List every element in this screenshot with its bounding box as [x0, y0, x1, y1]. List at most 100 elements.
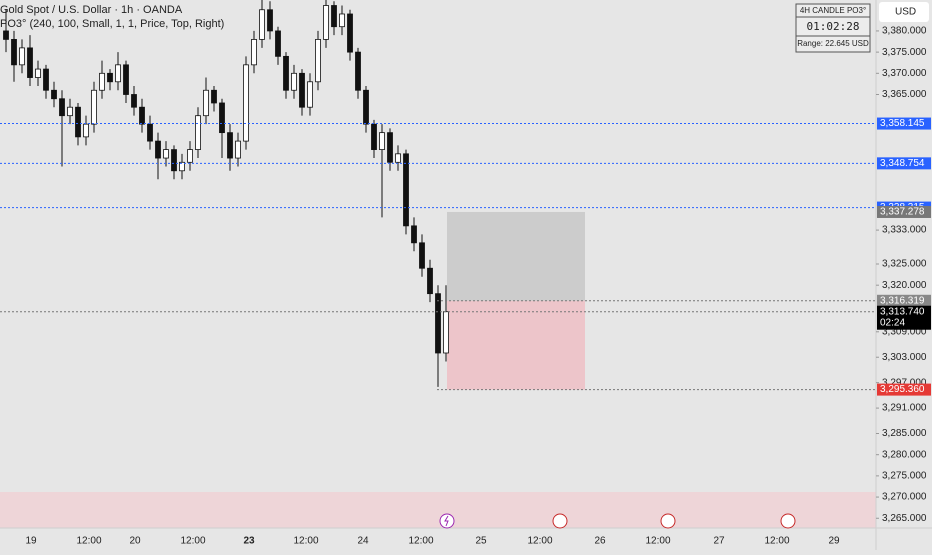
event-band — [0, 492, 876, 528]
candle-body — [371, 123, 377, 150]
candle-body — [51, 89, 57, 100]
candle-body — [195, 115, 201, 150]
price-label-bg — [877, 383, 931, 396]
y-tick-label: 3,265.000 — [882, 513, 927, 524]
candle-body — [3, 30, 9, 40]
candle-body — [419, 242, 425, 269]
price-label: 3,358.145 — [880, 118, 925, 129]
price-label-bg — [877, 157, 931, 170]
y-tick-label: 3,275.000 — [882, 471, 927, 482]
price-label: 3,316.319 — [880, 295, 925, 306]
x-tick-label: 27 — [713, 536, 725, 547]
candle-body — [251, 39, 257, 66]
candle-body — [275, 30, 281, 57]
candle-body — [115, 64, 121, 83]
candle-body — [387, 132, 393, 163]
x-tick-label: 12:00 — [180, 536, 205, 547]
y-tick-label: 3,285.000 — [882, 428, 927, 439]
candle-body — [299, 72, 305, 108]
candle-body — [43, 68, 49, 91]
candle-body — [131, 94, 137, 108]
candle-body — [347, 13, 353, 53]
candle-body — [411, 225, 417, 244]
candle-body — [291, 72, 297, 91]
candle-body — [107, 72, 113, 83]
candle-body — [27, 47, 33, 78]
y-tick-label: 3,365.000 — [882, 89, 927, 100]
candle-body — [267, 9, 273, 32]
currency-button[interactable] — [879, 2, 929, 22]
price-countdown: 02:24 — [880, 317, 905, 328]
candle-body — [219, 102, 225, 134]
event-icon — [780, 513, 796, 529]
candle-body — [19, 47, 25, 66]
candle-body — [139, 106, 145, 125]
candle-body — [283, 55, 289, 91]
candle-body — [91, 89, 97, 125]
y-tick-label: 3,291.000 — [882, 403, 927, 414]
candle-body — [243, 64, 249, 142]
x-tick-label: 20 — [129, 536, 141, 547]
candle-body — [171, 149, 177, 172]
indicator-label: PO3° (240, 100, Small, 1, 1, Price, Top,… — [0, 18, 224, 30]
info-range: Range: 22.645 USD — [797, 39, 869, 48]
plot — [0, 0, 876, 391]
candle-body — [227, 132, 233, 159]
candle-body — [147, 123, 153, 142]
candle-body — [179, 161, 185, 172]
events — [439, 513, 796, 529]
price-label: 3,348.754 — [880, 158, 925, 169]
candle-body — [379, 132, 385, 150]
candle-body — [427, 267, 433, 295]
y-tick-label: 3,320.000 — [882, 280, 927, 291]
x-tick-label: 24 — [357, 536, 369, 547]
price-label-bg — [877, 305, 931, 330]
x-tick-label: 12:00 — [527, 536, 552, 547]
plot-area — [0, 0, 876, 528]
candle-body — [323, 5, 329, 40]
candle-body — [211, 89, 217, 104]
price-label: 3,313.740 — [880, 306, 925, 317]
y-tick-label: 3,303.000 — [882, 352, 927, 363]
stop-zone — [447, 300, 585, 390]
candle-body — [99, 72, 105, 91]
x-tick-label: 29 — [828, 536, 840, 547]
candle-body — [163, 149, 169, 159]
candle-body — [35, 68, 41, 78]
x-tick-label: 23 — [243, 536, 255, 547]
x-tick-label: 25 — [475, 536, 487, 547]
price-label: 3,337.278 — [880, 207, 925, 218]
y-tick-label: 3,325.000 — [882, 259, 927, 270]
candle-body — [235, 140, 241, 159]
event-icon — [444, 515, 449, 527]
candle-body — [67, 106, 73, 117]
candle-body — [203, 89, 209, 117]
candle-body — [331, 5, 337, 28]
candle-body — [307, 81, 313, 108]
candle-body — [355, 51, 361, 91]
y-tick-label: 3,333.000 — [882, 225, 927, 236]
price-label-bg — [877, 294, 931, 307]
info-timer: 01:02:28 — [807, 20, 860, 33]
x-tick-label: 19 — [25, 536, 37, 547]
event-icon — [660, 513, 676, 529]
candle-body — [315, 39, 321, 83]
candle-body — [75, 106, 81, 138]
x-tick-label: 12:00 — [408, 536, 433, 547]
event-icon — [552, 513, 568, 529]
candle-body — [363, 89, 369, 125]
price-label-bg — [877, 117, 931, 130]
y-tick-label: 3,370.000 — [882, 68, 927, 79]
x-tick-label: 12:00 — [764, 536, 789, 547]
candle-body — [259, 9, 265, 40]
x-tick-label: 12:00 — [293, 536, 318, 547]
chart-title: Gold Spot / U.S. Dollar · 1h · OANDA — [0, 4, 183, 16]
y-tick-label: 3,375.000 — [882, 47, 927, 58]
price-label-bg — [877, 205, 931, 218]
price-label: 3,295.360 — [880, 384, 925, 395]
candle-body — [155, 140, 161, 159]
candle-body — [339, 13, 345, 28]
currency-label[interactable]: USD — [895, 7, 916, 18]
